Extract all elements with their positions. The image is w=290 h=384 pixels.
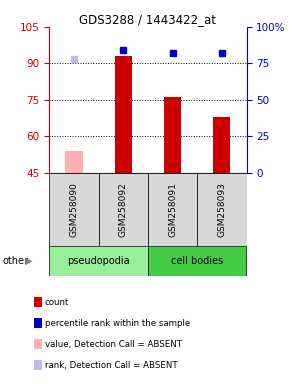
Bar: [148, 173, 197, 246]
Bar: [213, 117, 231, 173]
Bar: [197, 173, 246, 246]
Text: GSM258091: GSM258091: [168, 182, 177, 237]
Text: GSM258092: GSM258092: [119, 182, 128, 237]
Text: rank, Detection Call = ABSENT: rank, Detection Call = ABSENT: [45, 361, 177, 369]
Text: GSM258093: GSM258093: [217, 182, 226, 237]
Bar: [99, 173, 148, 246]
Text: other: other: [3, 256, 29, 266]
Bar: [164, 98, 181, 173]
Bar: [65, 151, 83, 173]
Text: cell bodies: cell bodies: [171, 256, 223, 266]
Bar: [148, 246, 246, 276]
Bar: [34, 297, 42, 307]
Text: ▶: ▶: [25, 256, 32, 266]
Title: GDS3288 / 1443422_at: GDS3288 / 1443422_at: [79, 13, 216, 26]
Bar: [34, 318, 42, 328]
Text: pseudopodia: pseudopodia: [67, 256, 130, 266]
Bar: [34, 360, 42, 370]
Bar: [115, 56, 132, 173]
Text: percentile rank within the sample: percentile rank within the sample: [45, 319, 190, 328]
Text: GSM258090: GSM258090: [69, 182, 79, 237]
Bar: [34, 339, 42, 349]
Text: value, Detection Call = ABSENT: value, Detection Call = ABSENT: [45, 339, 182, 349]
Bar: [49, 246, 148, 276]
Text: count: count: [45, 298, 69, 307]
Bar: [49, 173, 99, 246]
